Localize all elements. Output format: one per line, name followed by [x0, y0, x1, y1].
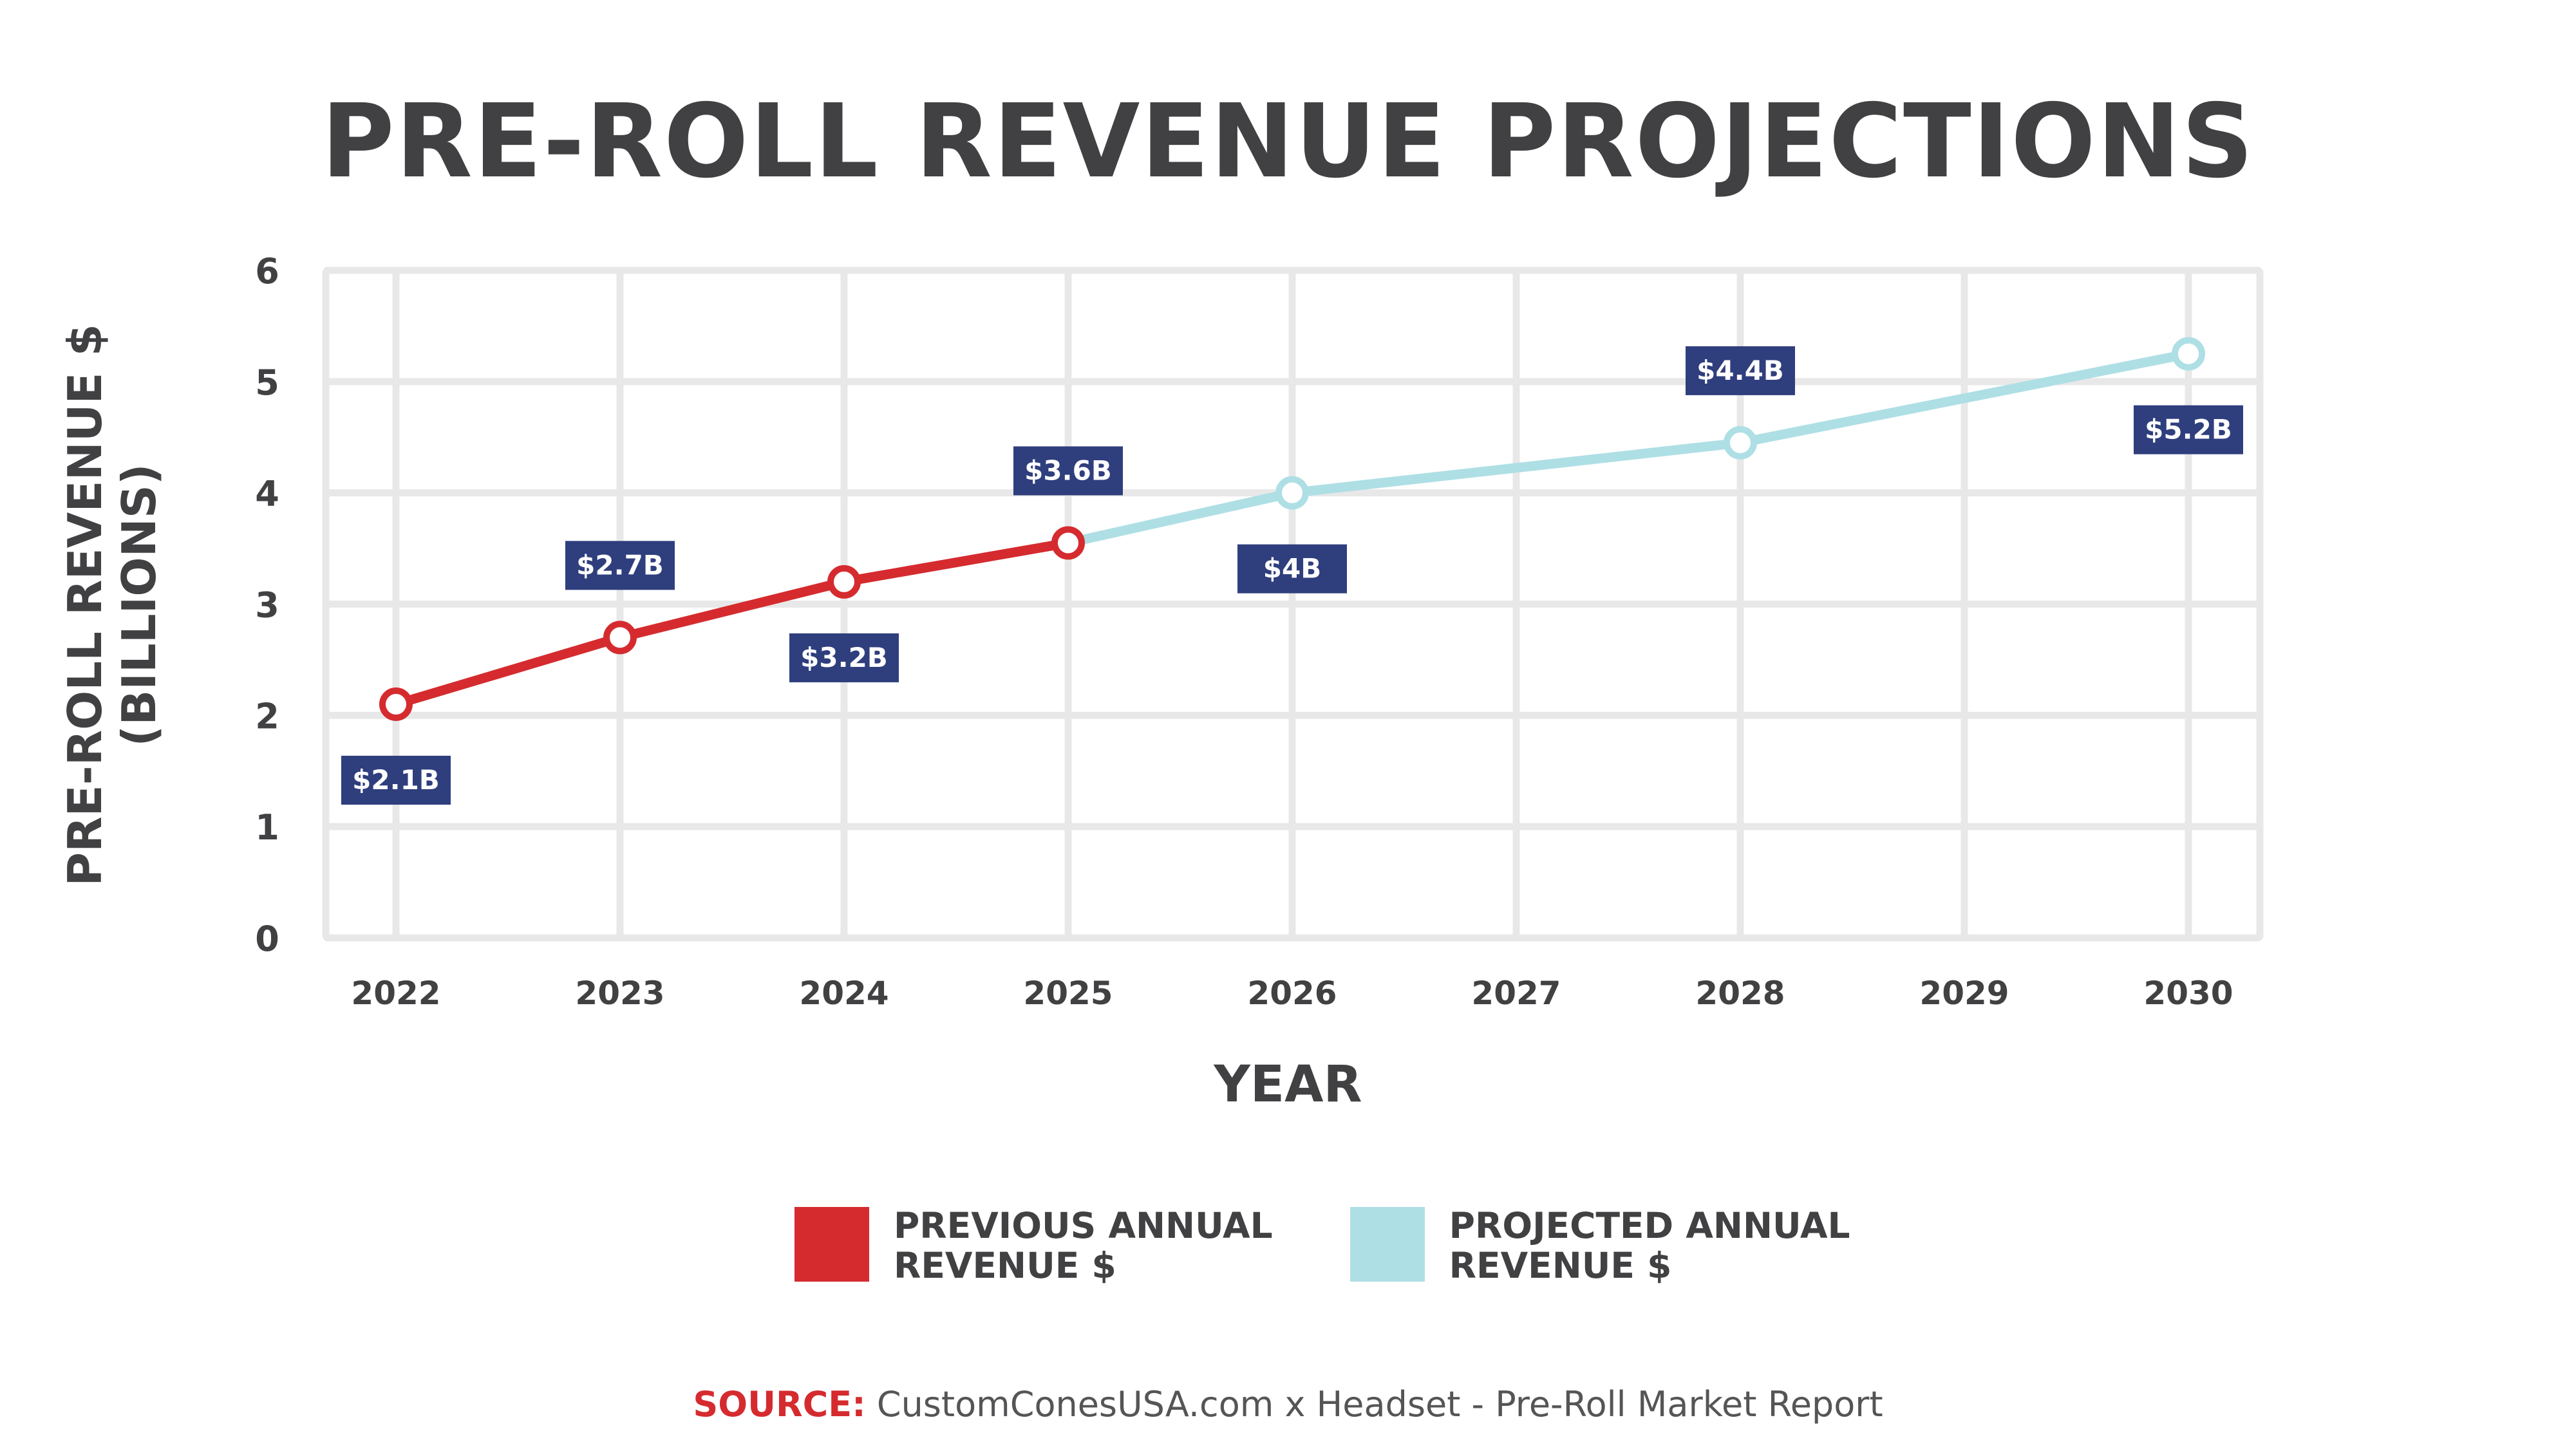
y-tick-label: 1	[255, 807, 279, 848]
data-point	[603, 621, 637, 655]
data-label: $4B	[1237, 544, 1347, 594]
data-label-text: $4B	[1263, 553, 1321, 584]
x-axis-title: YEAR	[1214, 1056, 1362, 1114]
chart-title: PRE-ROLL REVENUE PROJECTIONS	[321, 82, 2255, 201]
legend-label-previous: PREVIOUS ANNUAL REVENUE $	[894, 1205, 1273, 1286]
x-tick-label: 2026	[1247, 975, 1337, 1012]
data-label-box	[2134, 405, 2243, 454]
grid	[322, 266, 2264, 942]
legend-label-projected: PROJECTED ANNUAL REVENUE $	[1449, 1205, 1850, 1286]
data-point	[1724, 425, 1757, 460]
source-note: SOURCE: CustomConesUSA.com x Headset - P…	[0, 1384, 2576, 1425]
data-labels: $2.1B $2.7B $3.2B $3.6B $4B $4.4B $5.2B	[341, 346, 2243, 805]
source-key: SOURCE:	[693, 1384, 866, 1425]
data-label-text: $3.2B	[800, 642, 888, 673]
data-point	[379, 687, 413, 722]
data-label-box	[1237, 544, 1347, 594]
x-tick-label: 2023	[575, 975, 664, 1012]
data-label: $2.1B	[341, 756, 451, 805]
data-label-box	[565, 541, 675, 590]
plot-frame	[322, 266, 2264, 942]
y-tick-label: 4	[255, 474, 279, 514]
legend-swatch-projected	[1349, 1207, 1425, 1282]
x-tick-label: 2029	[1919, 975, 2009, 1012]
legend-swatch-previous	[794, 1207, 869, 1282]
data-point	[1051, 526, 1085, 560]
x-tick-label: 2025	[1023, 975, 1113, 1012]
series-points	[379, 337, 2205, 722]
data-label-text: $3.6B	[1024, 454, 1112, 486]
data-label-text: $2.7B	[576, 549, 664, 581]
legend-item-previous: PREVIOUS ANNUAL REVENUE $	[794, 1206, 1273, 1285]
x-tick-label: 2024	[799, 975, 888, 1012]
data-label-text: $2.1B	[352, 764, 440, 796]
series-line-previous	[394, 538, 1069, 709]
data-point	[1275, 476, 1309, 510]
y-tick-label: 3	[255, 585, 279, 626]
legend-item-projected: PROJECTED ANNUAL REVENUE $	[1349, 1205, 1850, 1286]
data-point	[2172, 337, 2205, 371]
y-axis-ticks: 0 1 2 3 4 5 6	[255, 251, 279, 959]
y-tick-label: 0	[255, 919, 279, 959]
data-label-box	[341, 756, 451, 805]
data-label: $3.6B	[1013, 446, 1123, 496]
x-tick-label: 2028	[1695, 975, 1785, 1012]
source-text: CustomConesUSA.com x Headset - Pre-Roll …	[865, 1384, 1883, 1425]
x-tick-label: 2022	[351, 975, 440, 1012]
legend: PREVIOUS ANNUAL REVENUE $ PROJECTED ANNU…	[794, 1206, 1850, 1285]
data-label: $3.2B	[789, 633, 899, 682]
data-label: $2.7B	[565, 541, 675, 590]
x-tick-label: 2027	[1471, 975, 1561, 1012]
x-axis-ticks: 2022 2023 2024 2025 2026 2027 2028 2029 2030	[351, 975, 2233, 1012]
data-label: $4.4B	[1686, 346, 1795, 395]
data-label-box	[789, 633, 899, 682]
data-label-text: $5.2B	[2145, 414, 2232, 445]
data-label-text: $4.4B	[1697, 355, 1784, 386]
data-point	[827, 565, 861, 599]
series-line-projected	[1067, 349, 2190, 548]
series-lines	[394, 349, 2190, 709]
data-label-box	[1686, 346, 1795, 395]
y-tick-label: 6	[255, 251, 279, 292]
x-tick-label: 2030	[2143, 975, 2233, 1012]
data-label-box	[1013, 446, 1123, 496]
y-tick-label: 5	[255, 362, 279, 403]
y-tick-label: 2	[255, 696, 279, 736]
data-label: $5.2B	[2134, 405, 2243, 454]
